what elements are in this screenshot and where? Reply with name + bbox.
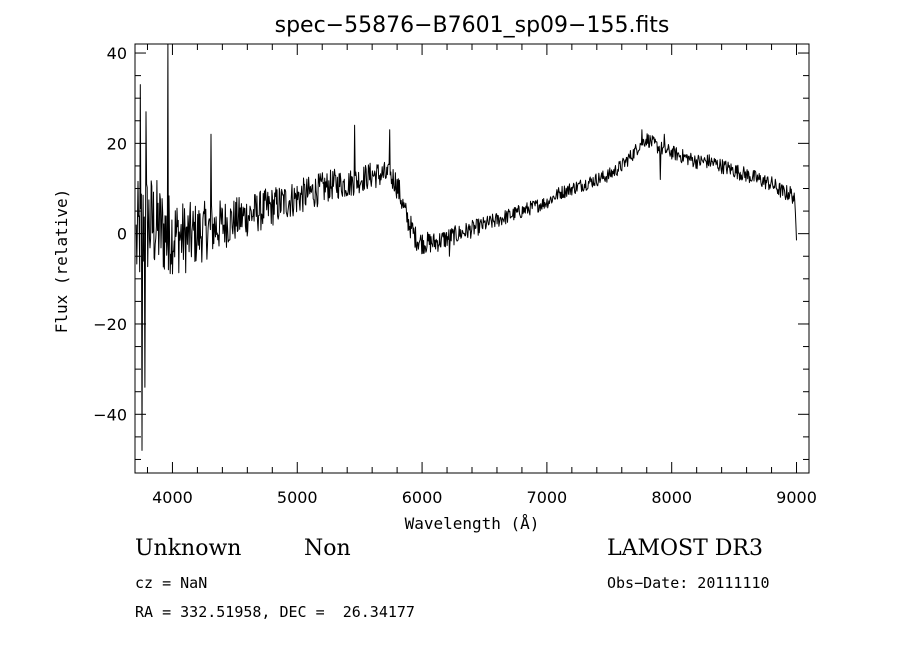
- y-tick-label: 0: [117, 225, 127, 244]
- chart-title: spec−55876−B7601_sp09−155.fits: [275, 13, 670, 38]
- y-axis-label: Flux (relative): [52, 189, 71, 334]
- axis-ticks: [135, 44, 809, 473]
- x-tick-label: 5000: [277, 488, 318, 507]
- x-tick-labels: 4000 5000 6000 7000 8000 9000: [152, 488, 817, 507]
- x-tick-label: 8000: [651, 488, 692, 507]
- y-tick-label: 20: [107, 134, 127, 153]
- plot-frame: [134, 43, 810, 474]
- x-tick-label: 7000: [527, 488, 568, 507]
- y-tick-labels: −40 −20 0 20 40: [93, 44, 127, 424]
- object-class: Unknown: [135, 536, 242, 561]
- y-tick-label: 40: [107, 44, 127, 63]
- object-subclass: Non: [304, 536, 351, 561]
- y-tick-label: −40: [93, 405, 127, 424]
- x-tick-label: 6000: [402, 488, 443, 507]
- spectrum-series-line: [135, 43, 797, 451]
- x-tick-label: 9000: [776, 488, 817, 507]
- coordinates: RA = 332.51958, DEC = 26.34177: [135, 603, 415, 621]
- x-tick-label: 4000: [152, 488, 193, 507]
- survey-name: LAMOST DR3: [607, 536, 763, 561]
- x-axis-label: Wavelength (Å): [405, 514, 540, 533]
- redshift-readout: cz = NaN: [135, 574, 208, 592]
- y-tick-label: −20: [93, 315, 127, 334]
- obs-date: Obs−Date: 20111110: [607, 574, 770, 592]
